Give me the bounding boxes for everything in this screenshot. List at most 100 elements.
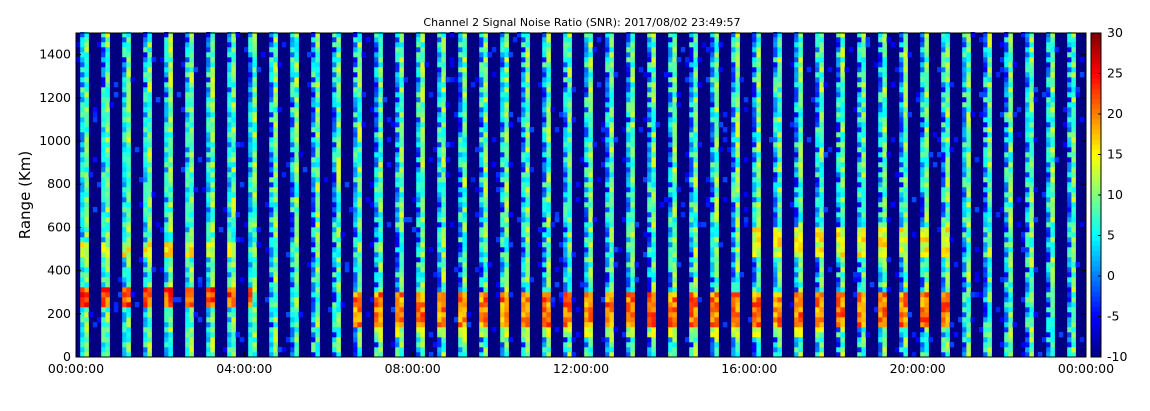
heatmap-cell bbox=[798, 62, 803, 68]
heatmap-cell bbox=[101, 37, 106, 43]
heatmap-cell bbox=[143, 172, 148, 178]
heatmap-cell bbox=[710, 292, 715, 298]
heatmap-cell bbox=[605, 157, 610, 163]
heatmap-cell bbox=[668, 257, 673, 263]
heatmap-cell bbox=[668, 37, 673, 43]
heatmap-cell bbox=[164, 342, 169, 348]
heatmap-cell bbox=[647, 162, 652, 168]
heatmap-cell bbox=[773, 317, 778, 323]
heatmap-cell bbox=[651, 322, 656, 328]
heatmap-cell bbox=[269, 197, 274, 203]
heatmap-cell bbox=[353, 167, 358, 173]
heatmap-cell bbox=[504, 97, 509, 103]
heatmap-cell bbox=[210, 102, 215, 108]
heatmap-cell bbox=[311, 222, 316, 228]
heatmap-cell bbox=[794, 267, 799, 273]
heatmap-cell bbox=[147, 42, 152, 48]
heatmap-cell bbox=[626, 52, 631, 58]
heatmap-cell bbox=[794, 152, 799, 158]
heatmap-cell bbox=[227, 292, 232, 298]
heatmap-cell bbox=[605, 342, 610, 348]
heatmap-cell bbox=[84, 207, 89, 213]
heatmap-cell bbox=[504, 77, 509, 83]
heatmap-cell bbox=[651, 207, 656, 213]
heatmap-cell bbox=[185, 162, 190, 168]
heatmap-cell bbox=[332, 237, 337, 243]
heatmap-cell bbox=[626, 62, 631, 68]
heatmap-cell bbox=[172, 297, 178, 303]
heatmap-cell bbox=[735, 277, 740, 283]
heatmap-cell bbox=[563, 287, 568, 293]
heatmap-cell bbox=[672, 187, 677, 193]
heatmap-cell bbox=[399, 207, 404, 213]
heatmap-cell bbox=[609, 82, 614, 88]
heatmap-cell bbox=[441, 327, 446, 333]
heatmap-cell bbox=[189, 32, 194, 38]
heatmap-cell bbox=[584, 277, 589, 283]
heatmap-cell bbox=[378, 317, 383, 323]
heatmap-cell bbox=[689, 32, 694, 38]
heatmap-cell bbox=[105, 337, 110, 343]
heatmap-cell bbox=[722, 112, 728, 118]
heatmap-cell bbox=[567, 112, 572, 118]
heatmap-cell bbox=[164, 272, 169, 278]
heatmap-cell bbox=[815, 147, 820, 153]
heatmap-cell bbox=[210, 302, 215, 308]
heatmap-cell bbox=[420, 342, 425, 348]
heatmap-cell bbox=[546, 97, 551, 103]
heatmap-cell bbox=[416, 327, 421, 333]
heatmap-cell bbox=[630, 237, 635, 243]
heatmap-cell bbox=[122, 207, 127, 213]
heatmap-cell bbox=[143, 257, 148, 263]
heatmap-cell bbox=[311, 277, 316, 283]
heatmap-cell bbox=[105, 187, 110, 193]
heatmap-cell bbox=[399, 282, 404, 288]
heatmap-cell bbox=[164, 182, 169, 188]
heatmap-cell bbox=[773, 307, 778, 313]
heatmap-cell bbox=[483, 262, 488, 268]
heatmap-cell bbox=[479, 172, 484, 178]
heatmap-cell bbox=[265, 297, 270, 303]
heatmap-cell bbox=[147, 307, 152, 313]
heatmap-cell bbox=[248, 127, 253, 133]
heatmap-cell bbox=[651, 192, 656, 198]
heatmap-cell bbox=[626, 352, 631, 358]
heatmap-cell bbox=[554, 282, 560, 288]
heatmap-cell bbox=[462, 312, 467, 318]
heatmap-cell bbox=[689, 87, 694, 93]
heatmap-cell bbox=[819, 42, 824, 48]
heatmap-cell bbox=[731, 187, 736, 193]
heatmap-cell bbox=[630, 292, 635, 298]
heatmap-cell bbox=[420, 152, 425, 158]
heatmap-cell bbox=[819, 167, 824, 173]
heatmap-cell bbox=[651, 42, 656, 48]
heatmap-cell bbox=[353, 37, 358, 43]
heatmap-cell bbox=[374, 302, 379, 308]
heatmap-cell bbox=[777, 92, 782, 98]
heatmap-cell bbox=[357, 167, 362, 173]
heatmap-cell bbox=[714, 167, 719, 173]
heatmap-cell bbox=[290, 267, 295, 273]
heatmap-cell bbox=[332, 272, 337, 278]
heatmap-cell bbox=[399, 287, 404, 293]
heatmap-cell bbox=[206, 52, 211, 58]
heatmap-cell bbox=[357, 317, 362, 323]
heatmap-cell bbox=[693, 202, 698, 208]
heatmap-cell bbox=[206, 72, 211, 78]
heatmap-cell bbox=[227, 207, 232, 213]
heatmap-cell bbox=[428, 247, 434, 253]
heatmap-cell bbox=[269, 257, 274, 263]
heatmap-cell bbox=[609, 237, 614, 243]
heatmap-cell bbox=[743, 157, 749, 163]
heatmap-cell bbox=[731, 337, 736, 343]
heatmap-cell bbox=[336, 97, 341, 103]
heatmap-cell bbox=[395, 342, 400, 348]
heatmap-cell bbox=[311, 192, 316, 198]
heatmap-cell bbox=[164, 192, 169, 198]
heatmap-cell bbox=[273, 272, 278, 278]
heatmap-cell bbox=[311, 47, 316, 53]
heatmap-cell bbox=[773, 67, 778, 73]
heatmap-cell bbox=[399, 187, 404, 193]
heatmap-cell bbox=[378, 272, 383, 278]
heatmap-cell bbox=[752, 197, 757, 203]
